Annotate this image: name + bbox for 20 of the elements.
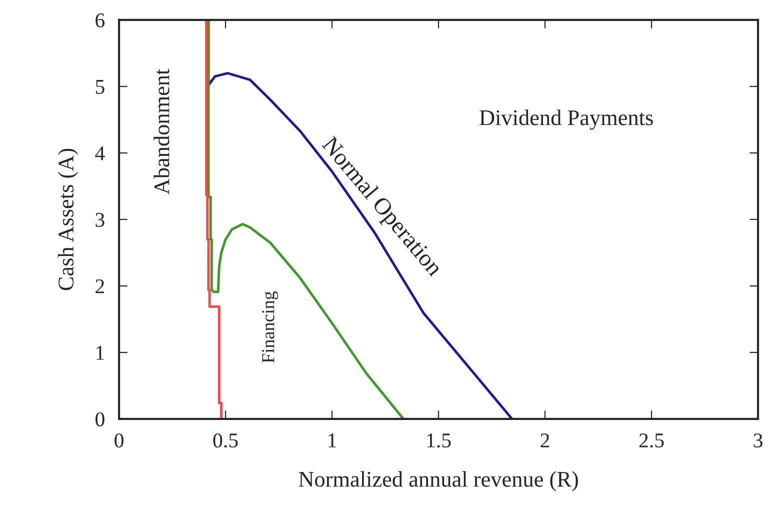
x-tick-label: 0 [114, 433, 124, 448]
y-tick-label: 2 [96, 279, 104, 294]
y-axis-title: Cash Assets (A) [58, 148, 78, 290]
x-tick-label: 0.5 [213, 433, 238, 448]
line-series [205, 20, 223, 419]
x-tick-label: 3 [754, 434, 762, 448]
y-tick-label: 6 [96, 13, 105, 28]
y-tick-label: 1 [96, 346, 104, 360]
annotation: Financing [262, 291, 278, 363]
x-tick-label: 2.5 [639, 434, 664, 448]
annotation: Dividend Payments [480, 110, 653, 130]
x-tick-label: 1 [328, 434, 336, 448]
annotation: Abandonment [154, 68, 170, 194]
x-tick-label: 1.5 [427, 434, 451, 448]
y-tick-label: 5 [96, 80, 104, 94]
y-tick-label: 4 [95, 146, 105, 160]
y-tick-label: 0 [96, 412, 104, 426]
x-tick-label: 2 [540, 434, 550, 448]
y-tick-label: 3 [96, 212, 104, 227]
x-axis-title: Normalized annual revenue (R) [298, 471, 578, 492]
